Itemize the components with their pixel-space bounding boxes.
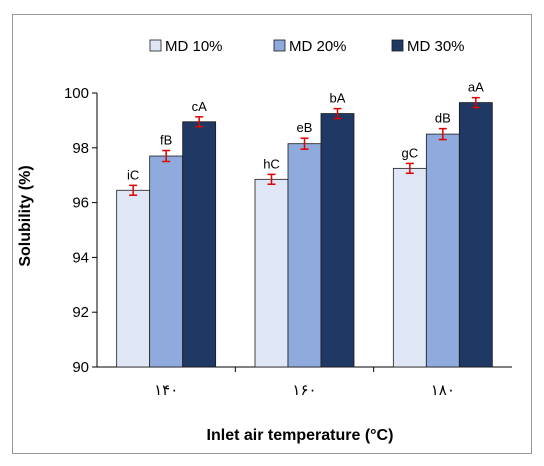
bar — [287, 143, 322, 368]
x-tick-label: ۱۴۰ — [154, 382, 178, 399]
legend-swatch — [149, 39, 162, 52]
y-tick-label: 94 — [72, 249, 89, 266]
bar — [320, 113, 355, 368]
bar — [458, 102, 493, 368]
y-tick-label: 98 — [72, 140, 89, 157]
legend-swatch — [391, 39, 404, 52]
bar — [425, 133, 460, 368]
bar — [182, 121, 217, 368]
data-label: bA — [330, 91, 346, 106]
y-tick-label: 100 — [64, 85, 89, 102]
bar — [392, 167, 427, 368]
data-label: aA — [468, 80, 484, 95]
y-axis-title: Solubility (%) — [17, 165, 34, 266]
x-axis-title: Inlet air temperature (°C) — [207, 427, 394, 444]
legend: MD 10% MD 20% MD 30% — [149, 38, 465, 55]
data-label: cA — [192, 99, 208, 114]
y-tick-label: 90 — [72, 359, 89, 376]
legend-label: MD 30% — [407, 38, 465, 55]
legend-label: MD 10% — [165, 38, 223, 55]
legend-label: MD 20% — [289, 38, 347, 55]
bar — [254, 178, 289, 368]
bar — [116, 189, 151, 368]
bar — [149, 155, 184, 368]
data-label: fB — [160, 133, 172, 148]
y-tick-label: 96 — [72, 195, 89, 212]
data-label: gC — [402, 145, 419, 160]
legend-swatch — [273, 39, 286, 52]
x-tick-label: ۱۶۰ — [292, 382, 316, 399]
axes: 90 92 94 96 98 100 ۱۴۰ ۱۶۰ ۱۸۰ — [64, 85, 512, 399]
data-label: dB — [435, 111, 451, 126]
data-label: eB — [297, 120, 313, 135]
bars: iC fB cA hC eB bA gC dB aA — [116, 80, 493, 368]
y-tick-label: 92 — [72, 304, 89, 321]
data-label: hC — [263, 156, 280, 171]
x-tick-label: ۱۸۰ — [431, 382, 455, 399]
chart-frame — [12, 14, 532, 454]
data-label: iC — [127, 167, 139, 182]
